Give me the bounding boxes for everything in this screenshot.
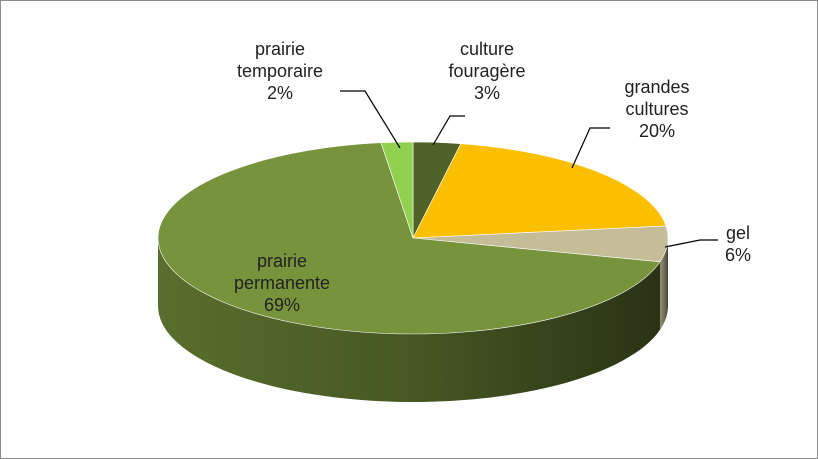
category-label: culture fouragère bbox=[448, 39, 526, 81]
category-label: grandes cultures bbox=[624, 77, 690, 119]
value-label: 3% bbox=[473, 83, 500, 103]
category-label: gel bbox=[725, 223, 751, 243]
slice-label: grandes cultures 20% bbox=[602, 76, 712, 142]
slice-label: prairie temporaire 2% bbox=[225, 38, 335, 104]
value-label: 2% bbox=[266, 83, 293, 103]
value-label: 6% bbox=[724, 245, 751, 265]
pie-side bbox=[158, 238, 660, 403]
value-label: 20% bbox=[638, 121, 676, 141]
leader-line bbox=[432, 115, 465, 146]
pie-side bbox=[659, 238, 668, 330]
leader-line bbox=[664, 239, 718, 248]
category-label: prairie temporaire bbox=[236, 39, 324, 81]
value-label: 69% bbox=[263, 295, 301, 315]
slice-label: prairie permanente 69% bbox=[207, 250, 357, 316]
slice-label: gel 6% bbox=[708, 222, 768, 266]
pie-slice bbox=[412, 143, 667, 239]
leader-line bbox=[571, 127, 610, 169]
pie-slice bbox=[157, 142, 661, 335]
slice-label: culture fouragère 3% bbox=[432, 38, 542, 104]
leader-line bbox=[340, 90, 401, 149]
category-label: prairie permanente bbox=[233, 251, 331, 293]
